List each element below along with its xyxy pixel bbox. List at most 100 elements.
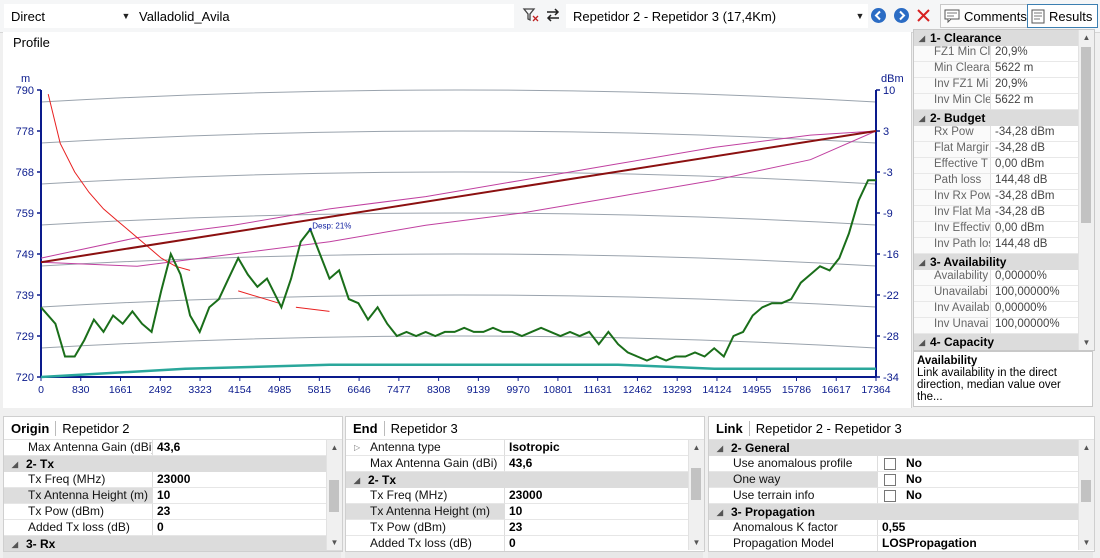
link-section[interactable]: ◢ 3- Propagation bbox=[709, 504, 1094, 520]
scroll-up-icon[interactable]: ▲ bbox=[692, 443, 701, 452]
forward-button[interactable] bbox=[891, 5, 911, 25]
end-value[interactable]: 23000 bbox=[505, 488, 704, 504]
results-row[interactable]: Effective T 0,00 dBm bbox=[914, 158, 1094, 174]
collapse-icon[interactable]: ◢ bbox=[918, 113, 926, 123]
expand-icon[interactable]: ▷ bbox=[354, 443, 361, 452]
results-row[interactable]: Unavailabi 100,00000% bbox=[914, 286, 1094, 302]
origin-value[interactable]: 43,6 bbox=[153, 440, 342, 456]
network-select[interactable]: Valladolid_Avila bbox=[132, 4, 514, 28]
collapse-icon[interactable]: ◢ bbox=[716, 443, 724, 453]
origin-value[interactable]: 23000 bbox=[153, 472, 342, 488]
link-row[interactable]: One way No bbox=[709, 472, 1094, 488]
results-row[interactable]: Path loss 144,48 dB bbox=[914, 174, 1094, 190]
results-row[interactable]: Rx Pow -34,28 dBm bbox=[914, 126, 1094, 142]
collapse-icon[interactable]: ◢ bbox=[918, 33, 926, 43]
results-row[interactable]: Inv Min Cle 5622 m bbox=[914, 94, 1094, 110]
link-select[interactable]: Repetidor 2 - Repetidor 3 (17,4Km) ▼ bbox=[566, 4, 868, 28]
end-row[interactable]: Tx Pow (dBm) 23 bbox=[346, 520, 704, 536]
results-scrollbar[interactable]: ▲ ▼ bbox=[1078, 30, 1094, 350]
collapse-icon[interactable]: ◢ bbox=[918, 337, 926, 347]
end-value[interactable]: Isotropic bbox=[505, 440, 704, 456]
collapse-icon[interactable]: ◢ bbox=[11, 539, 19, 549]
x-tick-label: 3323 bbox=[188, 384, 212, 396]
origin-row[interactable]: Max Antenna Gain (dBi) 43,6 bbox=[4, 440, 342, 456]
scroll-up-icon[interactable]: ▲ bbox=[1082, 443, 1091, 452]
close-button[interactable] bbox=[913, 5, 933, 25]
origin-row[interactable]: Tx Freq (MHz) 23000 bbox=[4, 472, 342, 488]
swap-icon-button[interactable] bbox=[543, 5, 563, 25]
collapse-icon[interactable]: ◢ bbox=[918, 257, 926, 267]
checkbox[interactable] bbox=[884, 458, 896, 470]
origin-value[interactable]: 0 bbox=[153, 520, 342, 536]
results-section[interactable]: ◢ 3- Availability bbox=[914, 254, 1094, 270]
link-section[interactable]: ◢ 2- General bbox=[709, 440, 1094, 456]
origin-value[interactable]: 10 bbox=[153, 488, 342, 504]
results-button[interactable]: Results bbox=[1027, 4, 1099, 28]
x-tick-label: 11631 bbox=[583, 384, 612, 396]
collapse-icon[interactable]: ◢ bbox=[716, 507, 724, 517]
results-row[interactable]: Inv Rx Pow -34,28 dBm bbox=[914, 190, 1094, 206]
scroll-up-icon[interactable]: ▲ bbox=[330, 443, 339, 452]
checkbox[interactable] bbox=[884, 474, 896, 486]
results-row[interactable]: Inv Flat Ma -34,28 dB bbox=[914, 206, 1094, 222]
end-row[interactable]: Max Antenna Gain (dBi) 43,6 bbox=[346, 456, 704, 472]
collapse-icon[interactable]: ◢ bbox=[353, 475, 361, 485]
link-scrollbar[interactable]: ▲ ▼ bbox=[1078, 440, 1094, 550]
results-row[interactable]: Availability 0,00000% bbox=[914, 270, 1094, 286]
results-section[interactable]: ◢ 4- Capacity bbox=[914, 334, 1094, 350]
scroll-down-icon[interactable]: ▼ bbox=[1082, 538, 1091, 547]
scroll-thumb[interactable] bbox=[691, 468, 701, 500]
link-value[interactable]: No bbox=[878, 488, 1094, 504]
results-row[interactable]: Min Cleara 5622 m bbox=[914, 62, 1094, 78]
link-section-title: 2- General bbox=[731, 441, 790, 455]
results-section[interactable]: ◢ 2- Budget bbox=[914, 110, 1094, 126]
origin-scrollbar[interactable]: ▲ ▼ bbox=[326, 440, 342, 550]
end-section[interactable]: ◢ 2- Tx bbox=[346, 472, 704, 488]
results-row[interactable]: Inv Unavai 100,00000% bbox=[914, 318, 1094, 334]
results-section[interactable]: ◢ 1- Clearance bbox=[914, 30, 1094, 46]
end-row[interactable]: ▷ Antenna type Isotropic bbox=[346, 440, 704, 456]
collapse-icon[interactable]: ◢ bbox=[11, 459, 19, 469]
end-value[interactable]: 43,6 bbox=[505, 456, 704, 472]
origin-row[interactable]: Added Tx loss (dB) 0 bbox=[4, 520, 342, 536]
results-row[interactable]: Inv Availab 0,00000% bbox=[914, 302, 1094, 318]
checkbox[interactable] bbox=[884, 490, 896, 502]
back-button[interactable] bbox=[868, 5, 888, 25]
comments-button[interactable]: Comments bbox=[940, 4, 1033, 28]
scroll-thumb[interactable] bbox=[1081, 480, 1091, 502]
scroll-thumb[interactable] bbox=[1081, 47, 1091, 223]
scroll-down-icon[interactable]: ▼ bbox=[692, 538, 701, 547]
origin-section[interactable]: ◢ 3- Rx bbox=[4, 536, 342, 551]
link-header: Link Repetidor 2 - Repetidor 3 bbox=[709, 417, 1094, 440]
scroll-down-icon[interactable]: ▼ bbox=[1082, 338, 1091, 347]
end-row[interactable]: Added Tx loss (dB) 0 bbox=[346, 536, 704, 551]
origin-section[interactable]: ◢ 2- Tx bbox=[4, 456, 342, 472]
end-value[interactable]: 10 bbox=[505, 504, 704, 520]
origin-row[interactable]: Tx Pow (dBm) 23 bbox=[4, 504, 342, 520]
scroll-thumb[interactable] bbox=[329, 480, 339, 512]
scroll-up-icon[interactable]: ▲ bbox=[1082, 33, 1091, 42]
end-row[interactable]: Tx Antenna Height (m) 10 bbox=[346, 504, 704, 520]
end-scrollbar[interactable]: ▲ ▼ bbox=[688, 440, 704, 550]
link-row[interactable]: Anomalous K factor 0,55 bbox=[709, 520, 1094, 536]
mode-select[interactable]: Direct ▼ bbox=[4, 4, 134, 28]
link-value[interactable]: LOSPropagation bbox=[878, 536, 1094, 551]
results-row[interactable]: Inv Path los 144,48 dB bbox=[914, 238, 1094, 254]
results-row[interactable]: Inv Effectiv 0,00 dBm bbox=[914, 222, 1094, 238]
link-value[interactable]: 0,55 bbox=[878, 520, 1094, 536]
results-row[interactable]: FZ1 Min Cl 20,9% bbox=[914, 46, 1094, 62]
scroll-down-icon[interactable]: ▼ bbox=[330, 538, 339, 547]
link-row[interactable]: Propagation Model LOSPropagation bbox=[709, 536, 1094, 551]
origin-value[interactable]: 23 bbox=[153, 504, 342, 520]
results-row[interactable]: Flat Margir -34,28 dB bbox=[914, 142, 1094, 158]
origin-row[interactable]: Tx Antenna Height (m) 10 bbox=[4, 488, 342, 504]
filter-icon-button[interactable] bbox=[520, 5, 542, 25]
end-value[interactable]: 23 bbox=[505, 520, 704, 536]
results-row[interactable]: Inv FZ1 Mi 20,9% bbox=[914, 78, 1094, 94]
end-row[interactable]: Tx Freq (MHz) 23000 bbox=[346, 488, 704, 504]
link-value[interactable]: No bbox=[878, 456, 1094, 472]
link-row[interactable]: Use terrain info No bbox=[709, 488, 1094, 504]
link-row[interactable]: Use anomalous profile No bbox=[709, 456, 1094, 472]
end-value[interactable]: 0 bbox=[505, 536, 704, 551]
link-value[interactable]: No bbox=[878, 472, 1094, 488]
